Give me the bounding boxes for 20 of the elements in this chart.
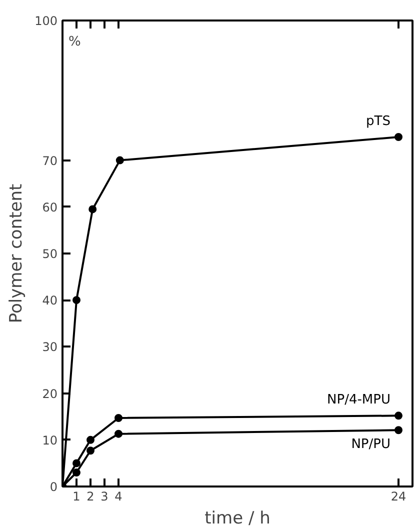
x-tick-label: 3 [100,490,108,504]
y-tick-label: 100 [34,14,58,28]
x-axis-title: time / h [204,508,270,528]
annotation: % [68,34,81,50]
y-tick-label: 40 [42,294,58,308]
x-tick-label: 2 [86,490,94,504]
y-tick-label: 50 [42,247,58,261]
y-tick-label: 70 [42,154,58,168]
series-label: NP/4-MPU [327,392,391,408]
x-tick-label: 24 [390,490,406,504]
y-tick-label: 30 [42,340,58,354]
y-tick-label: 20 [42,386,58,401]
x-tick-label: 4 [114,490,122,504]
y-axis-title: Polymer content [6,184,27,324]
y-tick-label: 60 [42,200,58,214]
x-tick-label: 1 [72,490,80,504]
series-label: pTS [366,114,391,129]
y-tick-label: 10 [42,433,58,448]
y-tick-label: 0 [50,480,58,494]
series-label: NP/PU [351,437,391,452]
